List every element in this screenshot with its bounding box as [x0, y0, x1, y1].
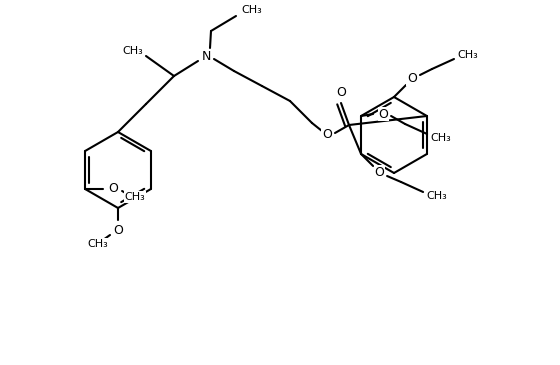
Text: CH₃: CH₃: [87, 239, 109, 249]
Text: CH₃: CH₃: [458, 50, 478, 60]
Text: O: O: [374, 165, 384, 178]
Text: CH₃: CH₃: [241, 5, 263, 15]
Text: O: O: [407, 73, 417, 85]
Text: O: O: [113, 223, 123, 237]
Text: O: O: [322, 128, 332, 142]
Text: O: O: [378, 108, 388, 120]
Text: CH₃: CH₃: [431, 133, 451, 143]
Text: CH₃: CH₃: [125, 192, 146, 202]
Text: CH₃: CH₃: [427, 191, 447, 201]
Text: O: O: [108, 182, 118, 196]
Text: N: N: [201, 50, 211, 62]
Text: CH₃: CH₃: [123, 46, 143, 56]
Text: O: O: [336, 87, 346, 100]
